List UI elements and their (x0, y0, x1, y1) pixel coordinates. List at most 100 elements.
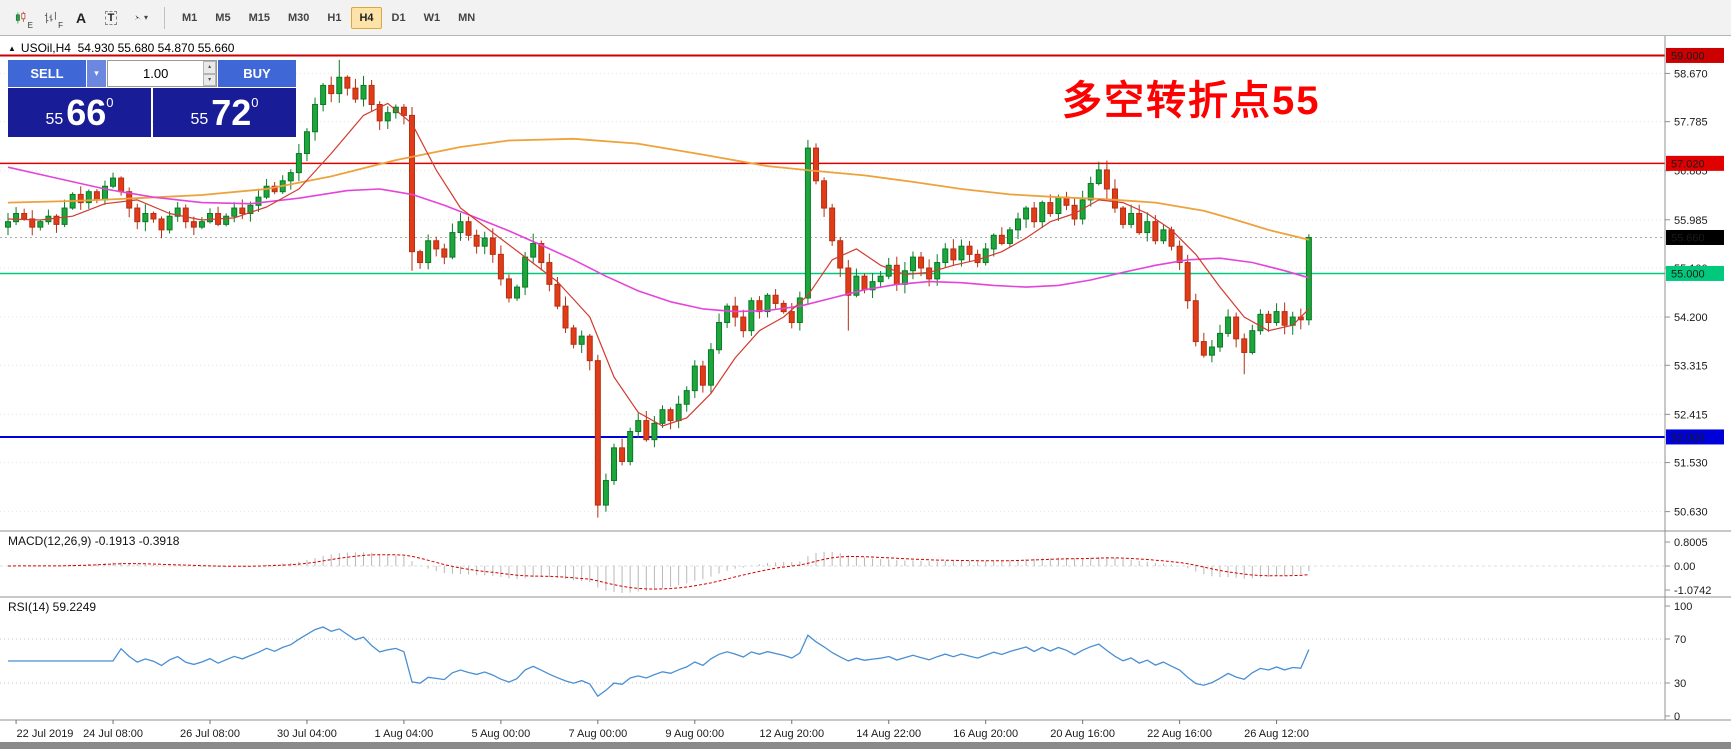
timeframe-button-h4[interactable]: H4 (351, 6, 382, 29)
candle-body (287, 172, 294, 182)
candle-body (909, 256, 916, 272)
candle-body (53, 215, 60, 225)
candle-body (1120, 207, 1127, 225)
candle-body (611, 447, 617, 482)
candle-body (974, 253, 981, 264)
candle-body (166, 215, 173, 231)
timeframe-button-m15[interactable]: M15 (241, 7, 278, 29)
sell-button[interactable]: SELL (8, 60, 86, 87)
timeframe-button-mn[interactable]: MN (450, 7, 483, 29)
candle-body (441, 248, 448, 258)
candle-body (376, 104, 383, 122)
candle-body (1233, 316, 1240, 340)
timeframe-button-h1[interactable]: H1 (319, 7, 349, 29)
horizontal-line-objects[interactable] (0, 54, 1665, 438)
candle-body (635, 420, 642, 433)
candle-body (1152, 221, 1159, 242)
candle-body (1208, 346, 1215, 356)
candle-body (659, 409, 666, 424)
candle-body (707, 349, 714, 386)
time-axis-label: 12 Aug 20:00 (759, 728, 824, 740)
timeframe-button-m5[interactable]: M5 (207, 7, 238, 29)
candle-body (966, 245, 973, 255)
candle-body (384, 112, 391, 122)
macd-axis-label: 0.00 (1674, 561, 1695, 573)
candlestick-chart-button[interactable]: E (7, 5, 35, 31)
time-axis-label: 7 Aug 00:00 (568, 728, 627, 740)
volume-dropdown-button[interactable]: ▾ (87, 60, 106, 87)
chart-annotation-text[interactable]: 多空转折点55 (1062, 79, 1321, 123)
price-label-59.000: 59.000 (1666, 47, 1724, 63)
rsi-axis-label: 30 (1674, 678, 1686, 690)
candle-body (465, 221, 472, 236)
candle-body (158, 218, 165, 231)
timeframe-button-m1[interactable]: M1 (174, 7, 205, 29)
candle-body (998, 234, 1005, 244)
candle-body (21, 213, 28, 220)
candle-body (449, 232, 456, 258)
time-axis-label: 1 Aug 04:00 (375, 728, 434, 740)
candle-body (231, 207, 238, 217)
candle-body (409, 114, 415, 253)
candle-body (538, 242, 545, 264)
line-studies-button[interactable]: ▾ (127, 5, 155, 31)
buy-price-display[interactable]: 55 72 0 (153, 88, 296, 137)
candle-body (85, 191, 92, 204)
svg-text:55.000: 55.000 (1671, 268, 1705, 280)
candle-body (788, 311, 795, 324)
candle-body (142, 213, 149, 223)
candle-body (1273, 311, 1280, 324)
candle-body (554, 283, 561, 307)
chart-tools-group: E F A T ▾ (6, 5, 156, 31)
candle-body (570, 327, 577, 345)
candle-body (530, 242, 537, 258)
candle-body (627, 431, 634, 462)
timeframe-button-m30[interactable]: M30 (280, 7, 317, 29)
candle-body (223, 215, 230, 225)
candle-body (77, 193, 84, 204)
price-label-52.000: 52.000 (1666, 429, 1724, 445)
candle-body (522, 256, 529, 288)
candle-body (190, 221, 197, 228)
candle-body (764, 294, 771, 313)
candle-body (29, 218, 36, 228)
svg-text:59.000: 59.000 (1671, 50, 1705, 62)
volume-decrease-button[interactable]: ▾ (203, 73, 216, 86)
candle-body (796, 297, 803, 324)
text-tool-button[interactable]: A (67, 5, 95, 31)
time-axis-label: 26 Aug 12:00 (1244, 728, 1309, 740)
candle-body (1249, 330, 1256, 353)
ohlc-bars-chart-button[interactable]: F (37, 5, 65, 31)
candle-body (724, 305, 731, 323)
candle-body (37, 221, 44, 228)
candle-body (1087, 183, 1094, 201)
candle-body (303, 131, 310, 155)
candle-body (271, 185, 278, 193)
price-chart[interactable]: 58.67057.78556.88555.98555.10054.20053.3… (0, 36, 1731, 749)
candle-body (150, 213, 157, 220)
candle-body (1006, 229, 1013, 244)
volume-input[interactable] (108, 61, 204, 86)
price-axis-label: 58.670 (1674, 68, 1708, 80)
candle-body (5, 221, 11, 228)
buy-button[interactable]: BUY (218, 60, 296, 87)
label-tool-button[interactable]: T (97, 5, 125, 31)
timeframe-button-d1[interactable]: D1 (384, 7, 414, 29)
horizontal-scrollbar[interactable] (0, 742, 1731, 749)
candle-body (295, 153, 302, 174)
candle-body (1184, 262, 1191, 302)
candle-body (514, 286, 521, 299)
sell-price-display[interactable]: 55 66 0 (8, 88, 151, 137)
svg-text:55.660: 55.660 (1671, 232, 1705, 244)
sell-price-point: 0 (106, 95, 114, 110)
price-label-55.660: 55.660 (1666, 229, 1724, 245)
candle-body (1281, 311, 1288, 326)
timeframe-button-w1[interactable]: W1 (416, 7, 449, 29)
volume-increase-button[interactable]: ▴ (203, 61, 216, 74)
macd-indicator-header: MACD(12,26,9) -0.1913 -0.3918 (8, 534, 180, 548)
candle-body (1176, 245, 1183, 264)
time-axis-label: 30 Jul 04:00 (277, 728, 337, 740)
time-axis-label: 9 Aug 00:00 (665, 728, 724, 740)
price-label-57.020: 57.020 (1666, 155, 1724, 171)
